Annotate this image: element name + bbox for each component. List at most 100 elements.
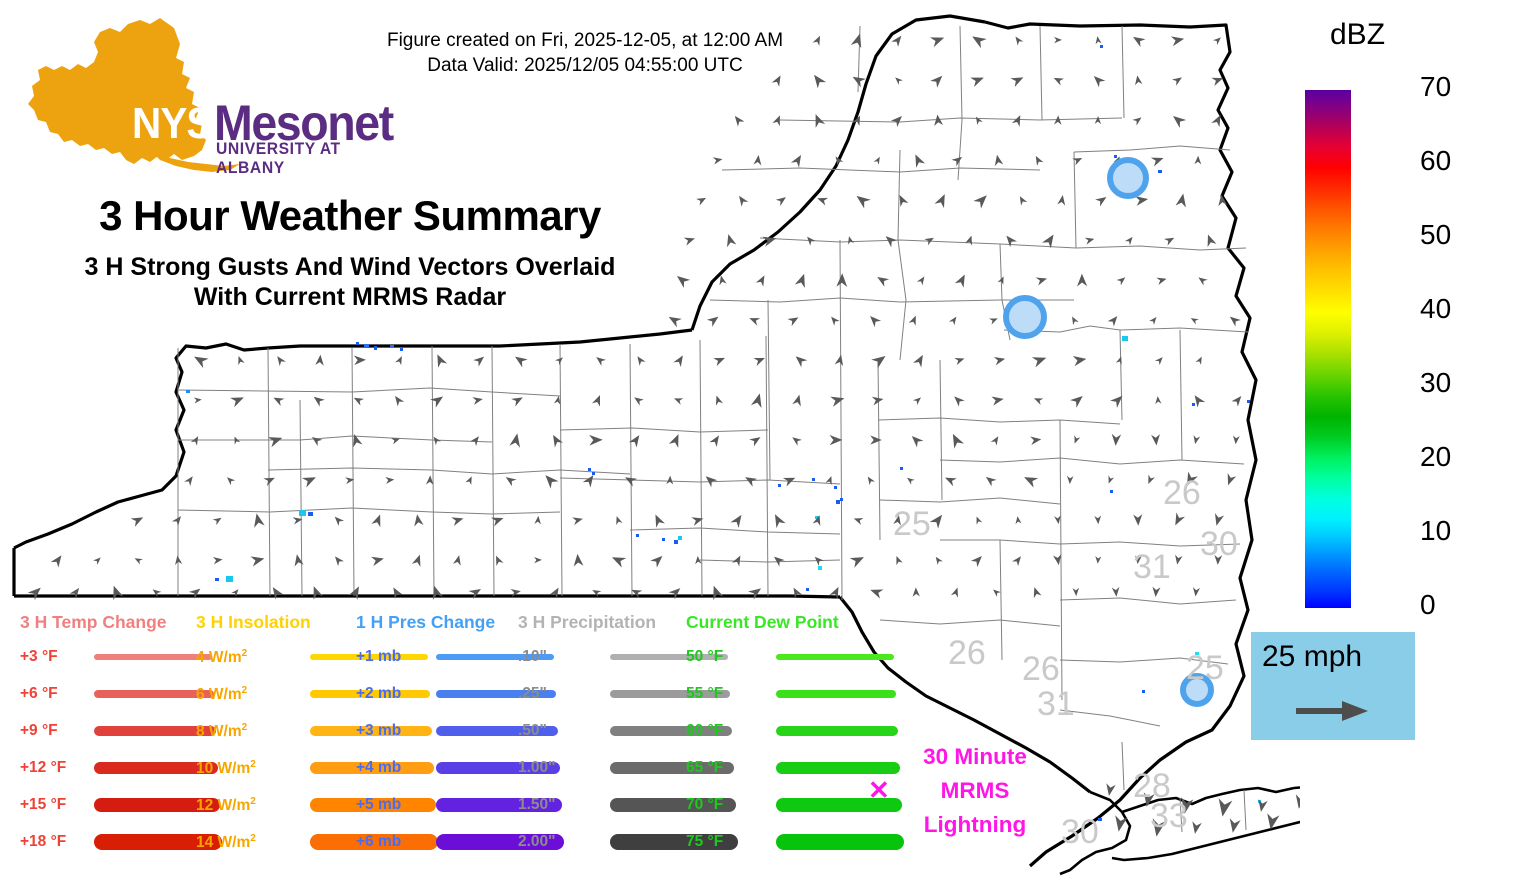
county-boundaries [177,25,1249,833]
wind-vector-arrow [235,354,245,366]
legend-color-bar [94,654,212,660]
wind-vector-arrow [385,476,395,484]
wind-vector-arrow [224,474,236,486]
wind-vector-arrow [1215,798,1233,818]
legend-color-bar [436,762,560,774]
wind-vector-arrow [1072,587,1080,597]
wind-vector-arrow [943,473,957,487]
wind-vector-arrow [792,393,804,407]
legend-color-bar [610,762,734,774]
legend-row-label: +6 mb [356,833,402,850]
legend-row-label: 1.00" [518,759,556,776]
wind-vector-arrow [315,354,325,366]
wind-vector-arrow [1035,274,1049,286]
legend-row-label: +15 °F [20,796,67,813]
wind-vector-arrow [702,472,718,488]
gust-label: 31 [1133,548,1171,586]
legend-color-bar [436,726,558,736]
legend-color-bar [436,798,562,812]
wind-vector-arrow [993,354,1007,366]
wind-speed-key-arrow-icon [1296,701,1368,721]
legend-color-bar [776,762,900,774]
page-title: 3 Hour Weather Summary [99,192,601,239]
legend-color-bar [94,726,216,736]
wind-vector-arrow [1227,818,1241,834]
wind-vector-arrow [472,395,484,405]
legend-row-label: .25" [518,685,547,702]
gust-label: 30 [1061,813,1099,851]
wind-vector-arrow [870,435,882,445]
wind-vector-arrow [1170,33,1186,47]
wind-vector-arrow [709,433,723,447]
gust-label: 26 [1163,474,1201,512]
wind-vector-arrow [1012,553,1024,567]
wind-vector-arrow [893,75,903,85]
wind-vector-arrow [212,555,224,565]
wind-vector-arrow [954,354,966,366]
wind-vector-arrow [1156,275,1168,285]
wind-vector-arrow [948,431,964,449]
legend-color-bar [310,798,436,812]
wind-vector-arrow [591,393,605,407]
wind-vector-arrow [93,555,103,565]
wind-vector-arrow [1149,315,1159,325]
dbz-colorbar [1305,90,1351,608]
legend-column-2: 1 H Pres Change +1 mb +2 mb +3 mb +4 mb +5 mb… [356,612,564,850]
wind-vector-arrow [509,432,523,448]
legend-color-bar [310,834,438,850]
wind-vector-arrow [771,553,785,567]
legend-color-bar [310,762,434,774]
wind-vector-arrow [997,275,1007,285]
wind-vector-arrow [1057,194,1067,206]
wind-vector-arrow [1076,273,1088,287]
nys-mesonet-logo: NYS Mesonet UNIVERSITY AT ALBANY [24,14,394,177]
gust-label: 25 [893,505,931,543]
wind-vector-arrow [1293,794,1300,810]
gust-label: 26 [948,634,986,672]
wind-vector-arrow [1032,154,1044,166]
wind-vector-arrow [193,396,203,404]
wind-vector-arrow [1084,235,1096,245]
wind-vector-arrow [1052,74,1064,86]
wind-vector-arrow [349,432,363,448]
colorbar-tick-10: 10 [1420,515,1452,546]
wind-vector-arrow [1191,435,1201,445]
page-subtitle: 3 H Strong Gusts And Wind Vectors Overla… [20,252,680,312]
wind-vector-arrow [666,475,674,485]
logo-mesonet-text: Mesonet [214,95,394,151]
colorbar-tick-50: 50 [1420,219,1452,250]
legend-row-label: +9 °F [20,722,58,739]
wind-vector-arrow [933,554,943,566]
wind-vector-arrow [853,191,871,209]
colorbar-tick-20: 20 [1420,441,1452,472]
wind-vector-arrow [473,353,487,367]
legend-color-bar [776,834,904,850]
wind-vector-arrow [1175,192,1189,208]
wind-vector-arrow [812,554,824,566]
wind-vector-arrow [912,587,920,597]
wind-vector-arrow [1231,393,1245,407]
legend-column-title: 3 H Precipitation [518,612,657,632]
wind-speed-key-label: 25 mph [1262,640,1363,673]
legend-color-bar [610,798,736,812]
legend-row-label: +3 °F [20,648,58,665]
wind-vector-arrow [411,553,425,567]
wind-vector-arrow [812,34,824,46]
legend-color-bar [610,654,728,660]
weather-map[interactable]: 252630312626312530283337 [0,0,1300,876]
legend-row-label: .50" [518,722,547,739]
wind-vector-arrow [212,514,224,526]
wind-vector-arrow [1227,313,1241,327]
wind-vector-arrow [371,512,385,528]
wind-vector-arrow [1071,435,1081,445]
legend-column-3: 3 H Precipitation .10" .25" .50" 1.00" 1.50" 2… [518,612,738,850]
wind-vector-arrow [311,393,325,407]
wind-vector-arrow [794,271,810,289]
lightning-key-line-1: 30 Minute [923,744,1027,769]
wind-vector-arrow [830,393,846,407]
legend-row-label: +2 mb [356,685,402,702]
wind-vector-arrow [913,352,927,368]
radar-pixels [186,45,1261,821]
wind-vector-arrow [1111,586,1121,598]
wind-vector-arrow [1130,32,1146,48]
